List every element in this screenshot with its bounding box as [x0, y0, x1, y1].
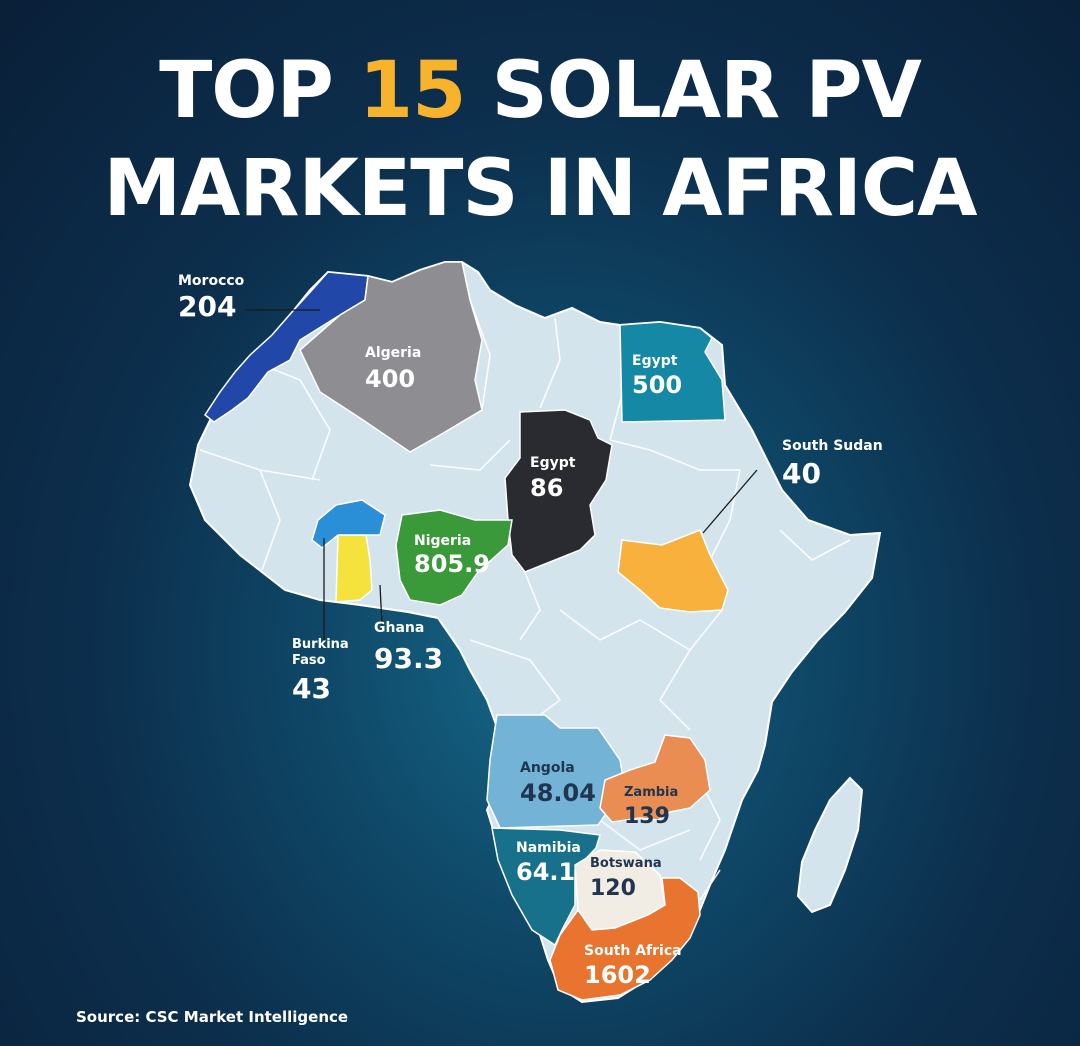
label-name-botswana: Botswana — [590, 856, 662, 871]
region-south-africa — [549, 877, 701, 1001]
country-borders — [199, 261, 851, 901]
label-name-nigeria: Nigeria — [414, 533, 471, 549]
label-value-chad: 86 — [530, 474, 563, 502]
label-name-morocco: Morocco — [178, 273, 245, 289]
label-value-south-africa: 1602 — [584, 961, 651, 989]
region-egypt — [619, 321, 726, 423]
title-line-1: TOP 15 SOLAR PV — [0, 52, 1080, 130]
title-word-top: TOP — [159, 46, 334, 136]
leader-line-ghana — [379, 584, 383, 626]
label-value-burkina-faso: 43 — [292, 672, 331, 705]
source-note: Source: CSC Market Intelligence — [76, 1008, 349, 1026]
region-ghana — [335, 534, 373, 603]
label-name-burkina-faso: Burkina Faso — [292, 637, 349, 668]
label-name-south-sudan: South Sudan — [782, 438, 883, 454]
label-value-namibia: 64.1 — [516, 858, 575, 886]
label-name-egypt: Egypt — [632, 353, 678, 369]
label-name-ghana: Ghana — [374, 620, 424, 636]
label-name-algeria: Algeria — [365, 345, 421, 361]
label-value-algeria: 400 — [365, 365, 415, 393]
label-connectors — [245, 309, 758, 640]
label-name-angola: Angola — [520, 760, 575, 776]
madagascar — [796, 776, 864, 914]
region-south-sudan — [617, 529, 729, 613]
label-value-ghana: 93.3 — [374, 642, 443, 675]
title-line-2: MARKETS IN AFRICA — [103, 144, 977, 234]
region-nigeria — [395, 509, 513, 606]
label-name-south-africa: South Africa — [584, 943, 682, 959]
label-name-chad: Egypt — [530, 455, 576, 471]
title-word-solar-pv: SOLAR PV — [491, 46, 922, 136]
region-namibia — [491, 827, 601, 947]
region-chad — [504, 409, 613, 573]
market-regions — [203, 261, 729, 1001]
region-algeria — [299, 261, 483, 453]
label-value-botswana: 120 — [590, 876, 636, 901]
label-value-angola: 48.04 — [520, 779, 596, 807]
region-burkina-faso — [311, 499, 386, 549]
region-zambia — [599, 734, 711, 823]
label-name-zambia: Zambia — [624, 785, 678, 800]
label-value-south-sudan: 40 — [782, 457, 821, 490]
title-highlight-number: 15 — [358, 46, 467, 136]
label-value-zambia: 139 — [624, 804, 670, 829]
label-value-egypt: 500 — [632, 371, 682, 399]
label-value-nigeria: 805.9 — [414, 550, 490, 578]
label-value-morocco: 204 — [178, 290, 236, 323]
label-name-namibia: Namibia — [516, 840, 581, 856]
leader-line-south-sudan — [702, 469, 758, 534]
